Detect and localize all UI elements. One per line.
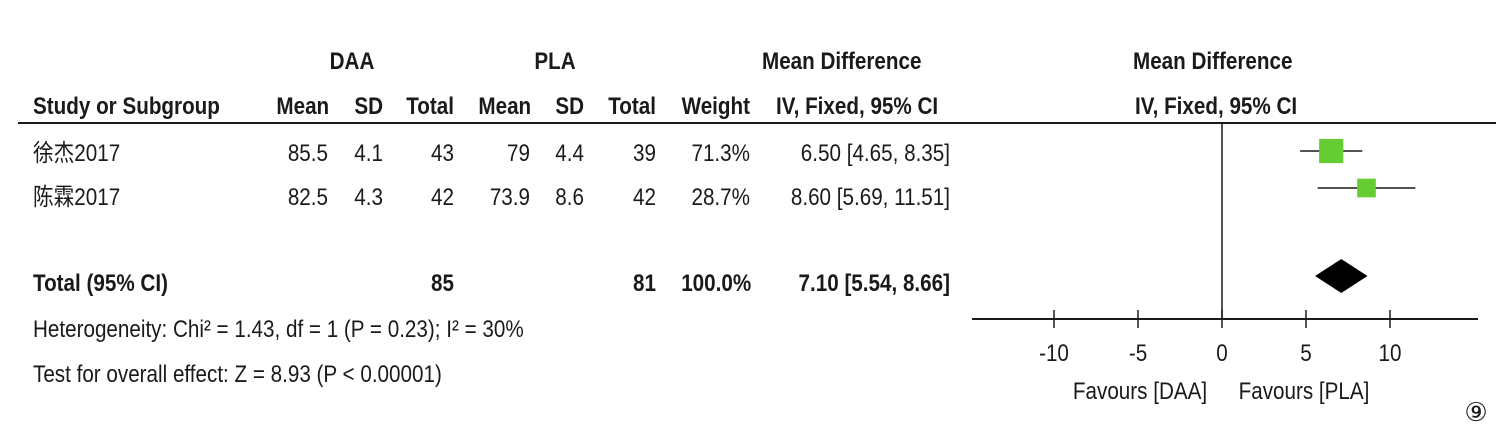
heterogeneity-text: Heterogeneity: Chi² = 1.43, df = 1 (P = …	[33, 316, 524, 343]
study-n1: 43	[431, 140, 454, 167]
md-plot-header: Mean Difference	[1133, 48, 1293, 75]
study-sd2: 8.6	[555, 184, 584, 211]
study-n1: 42	[431, 184, 454, 211]
weight-header: Weight	[681, 93, 750, 120]
total-weight: 100.0%	[681, 270, 752, 297]
pooled-effect-diamond	[1315, 259, 1368, 293]
study-mean2: 79	[507, 140, 530, 167]
total-ci: 7.10 [5.54, 8.66]	[798, 270, 950, 297]
total-n2: 81	[633, 270, 656, 297]
study-mean2: 73.9	[489, 184, 530, 211]
study-name: 陈霖2017	[33, 184, 121, 211]
x-tick-label: -5	[1129, 340, 1147, 367]
total2-header: Total	[608, 93, 656, 120]
x-tick-label: 0	[1216, 340, 1227, 367]
study-mean1: 85.5	[287, 140, 328, 167]
study-weight: 28.7%	[691, 184, 750, 211]
overall-effect-text: Test for overall effect: Z = 8.93 (P < 0…	[33, 361, 442, 388]
favours-right-label: Favours [PLA]	[1238, 378, 1370, 405]
x-tick-label: 5	[1300, 340, 1311, 367]
study-weight: 71.3%	[691, 140, 750, 167]
header-rule	[18, 122, 1496, 124]
study-effect-square	[1357, 178, 1376, 198]
favours-left-label: Favours [DAA]	[1072, 378, 1208, 405]
group2-header: PLA	[534, 48, 576, 75]
figure-number: ⑨	[1464, 397, 1488, 427]
study-n2: 42	[633, 184, 656, 211]
x-tick-label: 10	[1379, 340, 1402, 367]
study-name: 徐杰2017	[33, 140, 121, 167]
total1-header: Total	[406, 93, 454, 120]
md-table-header: Mean Difference	[762, 48, 922, 75]
group1-header: DAA	[329, 48, 375, 75]
study-n2: 39	[633, 140, 656, 167]
study-sd1: 4.1	[354, 140, 383, 167]
sd1-header: SD	[354, 93, 383, 120]
study-ci: 6.50 [4.65, 8.35]	[800, 140, 950, 167]
study-col-header: Study or Subgroup	[33, 93, 220, 120]
method-table-header: IV, Fixed, 95% CI	[776, 93, 939, 120]
method-plot-header: IV, Fixed, 95% CI	[1135, 93, 1298, 120]
sd2-header: SD	[555, 93, 584, 120]
total-label: Total (95% CI)	[33, 270, 168, 297]
total-n1: 85	[431, 270, 454, 297]
study-sd2: 4.4	[555, 140, 584, 167]
mean2-header: Mean	[478, 93, 532, 120]
study-sd1: 4.3	[354, 184, 383, 211]
study-mean1: 82.5	[287, 184, 328, 211]
mean1-header: Mean	[276, 93, 330, 120]
study-ci: 8.60 [5.69, 11.51]	[790, 184, 950, 211]
x-tick-label: -10	[1039, 340, 1069, 367]
study-effect-square	[1319, 138, 1344, 164]
